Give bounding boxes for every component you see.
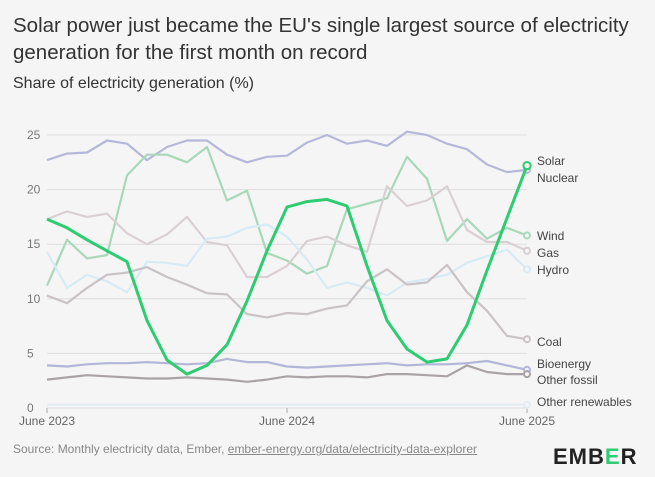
source-link[interactable]: ember-energy.org/data/electricity-data-e… (227, 442, 477, 456)
legend-label-other-renewables: Other renewables (537, 395, 632, 409)
series-line-gas (46, 185, 528, 279)
brand-part-2: R (620, 444, 638, 469)
legend-label-coal: Coal (537, 335, 562, 349)
x-tick-label: June 2025 (499, 414, 555, 428)
end-point-gas (523, 246, 531, 255)
source-note: Source: Monthly electricity data, Ember,… (13, 442, 513, 456)
x-tick-label: June 2024 (259, 414, 315, 428)
legend-label-hydro: Hydro (537, 263, 569, 277)
brand-accent: E (604, 444, 621, 469)
y-tick-label: 25 (27, 128, 41, 142)
end-point-hydro (523, 265, 531, 274)
legend-label-solar: Solar (537, 154, 565, 168)
end-point-coal (523, 335, 531, 344)
series-line-coal (46, 263, 528, 341)
y-tick-label: 15 (27, 237, 41, 251)
series-line-hydro (46, 223, 528, 297)
legend-label-bioenergy: Bioenergy (537, 357, 591, 371)
series-line-solar (46, 165, 529, 376)
legend-label-nuclear: Nuclear (537, 171, 578, 185)
y-tick-label: 5 (27, 346, 34, 360)
legend-label-gas: Gas (537, 246, 559, 260)
series-line-nuclear (46, 130, 528, 174)
series-line-bioenergy (46, 357, 528, 371)
y-tick-label: 0 (27, 401, 34, 415)
end-point-other-renewables (523, 400, 531, 409)
series-line-other-fossil (46, 364, 527, 383)
legend-label-other-fossil: Other fossil (537, 373, 598, 387)
y-tick-label: 20 (27, 183, 41, 197)
chart-subtitle: Share of electricity generation (%) (13, 75, 254, 92)
ember-logo: EMBER (553, 444, 637, 470)
x-tick-label: June 2023 (19, 414, 75, 428)
brand-part-1: EMB (553, 444, 605, 469)
legend-label-wind: Wind (537, 229, 564, 243)
chart-title: Solar power just became the EU's single … (13, 14, 629, 64)
end-point-other-fossil (523, 370, 531, 379)
y-tick-label: 10 (27, 292, 41, 306)
source-prefix: Source: Monthly electricity data, Ember, (13, 442, 228, 456)
series-line-wind (45, 145, 528, 287)
end-point-wind (523, 231, 531, 240)
end-point-solar (522, 160, 532, 171)
